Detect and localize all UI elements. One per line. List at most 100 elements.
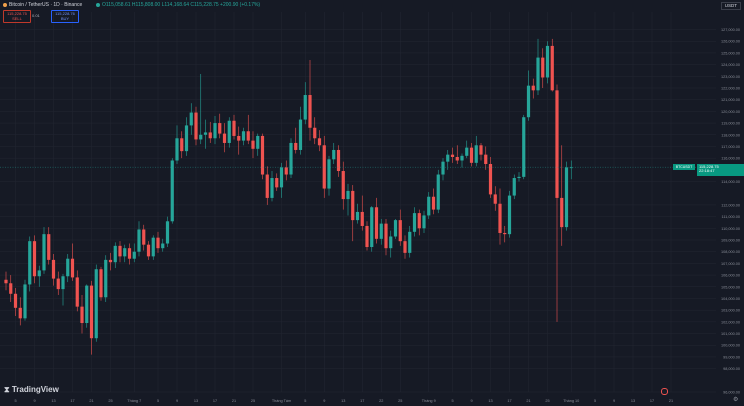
candle-body [180,138,184,152]
time-tick-label: 5 [304,399,306,403]
candle [246,114,250,145]
candle-body [412,213,417,232]
candle-body [246,131,250,141]
candle-body [474,145,478,163]
candle [218,113,222,139]
candle-body [222,133,227,143]
time-tick-label: 9 [176,399,178,403]
candle [256,133,260,156]
candle [298,106,303,155]
price-tick-label: 104,000.00 [721,297,740,301]
candle [455,145,459,164]
price-tick-label: 109,000.00 [721,239,740,243]
candle-body [550,45,554,91]
price-axis[interactable]: 96,000.00 98,000.00 99,000.00 100,000.00 101… [716,0,744,406]
candle [545,41,550,84]
price-tick-label: 120,000.00 [721,110,740,114]
candle [327,155,331,196]
candle-body [336,149,341,172]
candle [251,131,255,159]
candle [564,161,569,231]
candle [142,224,146,251]
candle-body [417,213,421,229]
candle [127,243,132,265]
candle [61,273,65,306]
event-marker-icon[interactable] [661,388,668,395]
time-tick-label: 21 [89,399,93,403]
candle-body [260,135,265,175]
symbol-title[interactable]: Bitcoin / TetherUS · 1D · Binance [3,1,82,10]
candle-body [446,154,450,162]
candle-body [384,223,388,249]
candle-body [108,259,113,263]
candle [313,117,317,145]
time-axis[interactable]: 5 9 13 17 21 25 Tháng 7 5 9 13 17 21 25 Tháng Tám 5 9 13… [14,399,673,403]
time-tick-label: 21 [232,399,236,403]
candle [213,116,217,145]
candle-body [398,220,402,242]
candle-body [75,277,79,307]
candle-body [374,207,379,239]
candle [512,174,516,200]
price-tick-label: 116,000.00 [721,157,740,161]
candle-body [284,167,288,175]
candle [479,142,483,161]
candle [284,160,288,181]
price-tick-label: 103,000.00 [721,309,740,313]
time-tick-label: Tháng 9 [422,399,436,403]
candle [550,38,554,92]
candle [522,114,526,180]
price-tick-label: 118,000.00 [721,133,740,137]
candle-body [308,95,312,128]
candle-body [9,283,13,294]
time-tick-label: 9 [613,399,615,403]
candle [113,242,117,269]
candle-body [370,207,374,248]
candle-body [85,285,89,324]
candle [289,138,293,179]
gear-icon[interactable]: ⚙ [733,397,739,403]
candle [222,123,227,153]
sell-button[interactable]: 115,228.75 SELL [3,10,31,23]
candle [450,147,455,163]
candle [47,227,51,265]
candle-body [564,167,569,228]
currency-badge[interactable]: USDT [720,2,741,10]
candle [279,162,284,198]
candle-body [175,138,179,161]
candle-body [199,134,203,140]
price-tick-label: 119,000.00 [721,122,740,126]
tradingview-logo[interactable]: ⧗ TradingView [4,385,59,394]
candle [412,207,417,237]
candle [32,235,37,284]
candle [28,236,32,292]
time-tick-label: 22 [379,399,383,403]
candle-body [488,164,493,195]
candle [161,238,165,252]
candle [175,125,179,164]
candle-body [341,171,345,200]
candle-body [455,156,459,161]
candle [436,169,440,214]
candle [488,156,493,198]
symbol-tag: BTCUSDT [673,164,695,171]
candle [393,218,398,239]
candle-body [47,234,51,260]
last-price-label: BTCUSDT 115,228.75 22:18:47 [673,164,744,177]
candle [517,172,521,182]
candle-body [99,269,103,298]
candle [555,84,559,322]
candle-body [104,259,108,298]
candle [422,210,426,233]
candle-body [403,241,407,253]
candle-body [569,167,573,169]
candle [51,254,56,286]
price-axis-bg [716,0,744,406]
candle-body [184,125,189,152]
price-tick-label: 125,000.00 [721,51,740,55]
candle [104,255,108,302]
candle-body [517,176,521,179]
buy-button[interactable]: 115,228.76 BUY [51,10,79,23]
candle-body [165,221,170,244]
